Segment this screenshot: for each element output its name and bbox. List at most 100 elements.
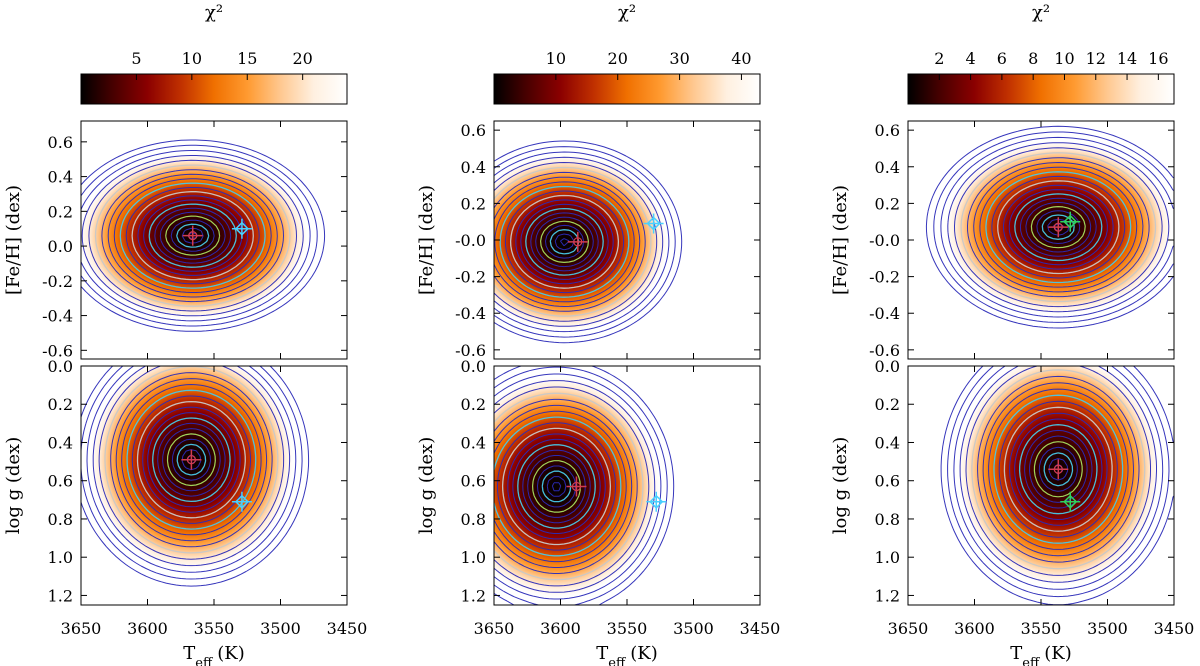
chi2-contour [104,366,279,554]
colorbar-tick-label: 40 [731,49,751,68]
teff-axis-label-unit: (K) [217,643,245,664]
reference-marker [231,218,252,239]
y-tick-label: 0.0 [875,357,900,376]
chi2-contour [494,176,641,307]
chi2-contour [1025,201,1092,253]
chi2-contour [86,366,297,573]
colorbar-tick-label: 12 [1086,49,1106,68]
chi2-contour [125,187,260,285]
y-tick-label: 1.0 [875,548,900,567]
chi2-contour [171,438,211,481]
chi2-contour [119,182,266,289]
chi2-contour [560,238,570,247]
colorbar-tick-label: 30 [669,49,689,68]
y-tick-label: 0.4 [48,168,73,187]
y-tick-label: 0.6 [875,472,900,491]
chi2-contour [982,382,1134,557]
y-tick-label: 0.0 [48,237,73,256]
panel-plot-area [81,366,347,605]
chi2-heatmap [908,121,1174,359]
chi2-contour [494,386,650,587]
chi2-contour [88,159,297,312]
chi2-contour [154,207,232,264]
y-tick-label: 0.6 [48,472,73,491]
y-tick-label: -0.0 [869,231,900,250]
chi2-minimum-marker-ring [573,237,583,247]
chi2-contour [494,380,656,593]
chi2-contour [176,443,207,476]
colorbar-tick-label: 16 [1148,49,1168,68]
colorbar-tick-label: 8 [1028,49,1038,68]
x-tick-label: 3500 [673,619,714,638]
chi2-contour [960,152,1157,303]
chi2-contour [530,212,599,272]
colorbar-tick-label: 2 [934,49,944,68]
chi2-contour [1003,406,1113,532]
chi2-contour [115,378,268,542]
colorbar-tick-label: 14 [1117,49,1137,68]
y-tick-label: 1.2 [461,586,486,605]
chi2-contour [1019,197,1097,257]
y-tick-label: 0.2 [461,194,486,213]
chi2-contour [126,389,257,530]
chi2-contour [165,215,221,256]
y-tick-label: 0.4 [48,433,73,452]
feh-panel-1: -0.6 -0.4 -0.2 0.0 0.2 0.4 0.6 [Fe/H] (dex) [3,120,348,360]
y-tick-label: 1.2 [875,586,900,605]
chi2-contour [92,366,291,567]
reference-marker-diamond [646,216,661,231]
chi2-minimum-marker-ring [1053,464,1063,474]
chi2-contour [520,203,609,280]
chi2-minimum-marker [567,231,588,252]
y-tick-label: 0.4 [461,433,486,452]
chi2-contour [959,366,1157,583]
chi2-minimum-marker [1048,217,1069,238]
y-tick-label: -0.2 [455,268,486,287]
chi2-contour [494,151,670,333]
chi2-minimum-marker [566,476,587,497]
y-tick-label: 0.2 [48,202,73,221]
chi2-contour [512,438,601,534]
y-tick-label: 0.4 [461,158,486,177]
reference-marker [643,213,664,234]
y-tick-label: -0.6 [869,341,900,360]
y-tick-label: -0.4 [455,304,486,323]
teff-axis-label: Teff (K) [596,643,657,666]
feh-axis-label: [Fe/H] (dex) [416,185,437,295]
colorbar-tick-label: 10 [182,49,202,68]
panel-plot-area [81,121,347,359]
x-tick-label: 3500 [1087,619,1128,638]
colorbar [907,73,1175,105]
logg-panel-1: 0.0 0.2 0.4 0.6 0.8 1.0 1.2 3650 3600 3550 3500 345… [3,357,367,638]
reference-marker-diamond [1063,214,1078,229]
x-tick-label: 3450 [327,619,368,638]
chi2-contour [110,372,273,548]
chi2-contour [522,449,591,524]
panel-plot-area [494,121,760,359]
colorbar-tick-label: 4 [965,49,975,68]
chi2-contour [501,427,612,546]
chi2-minimum-marker [1048,459,1069,480]
y-tick-label: 0.2 [875,395,900,414]
chi2-contour [131,395,251,524]
feh-panel-2: -0.6 -0.4 -0.2 -0.0 0.2 0.4 0.6 [Fe/H] (dex) [416,120,761,360]
feh-axis-label: [Fe/H] (dex) [3,185,24,295]
chi2-contour [925,125,1174,329]
chi2-contour [494,398,638,574]
x-tick-label: 3650 [888,619,929,638]
reference-marker [1060,491,1081,512]
chi2-contour [545,224,585,259]
y-tick-label: 0.4 [875,433,900,452]
y-tick-label: 0.6 [875,121,900,140]
chi2-contour [985,171,1132,284]
panel-plot-area [908,366,1174,605]
colorbar-tick-label: 6 [997,49,1007,68]
chi2-contour [181,449,202,471]
logg-axis-label: log g (dex) [830,437,851,534]
x-tick-label: 3550 [194,619,235,638]
chart-column-2: χ² 10 20 30 40 -0.6 -0.4 -0.2 -0.0 0.2 0.4 0.6 [Fe/H… [416,2,780,666]
chi2-contour [1018,424,1098,515]
reference-marker [1060,211,1081,232]
teff-axis-label-unit: (K) [1044,643,1072,664]
colorbar-title: χ² [1032,2,1050,23]
